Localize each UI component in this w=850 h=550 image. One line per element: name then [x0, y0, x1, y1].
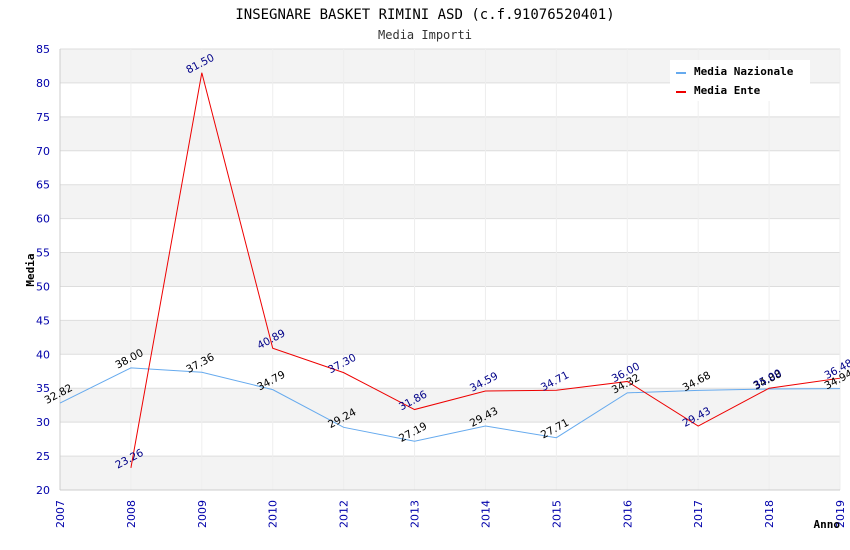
- x-tick-label: 2012: [338, 500, 351, 528]
- grid-band: [60, 252, 840, 287]
- x-tick-label: 2009: [196, 500, 209, 528]
- series-lines: [59, 72, 841, 468]
- x-tick-label: 2013: [409, 500, 422, 528]
- x-tick-label: 2016: [621, 500, 634, 528]
- y-tick-label: 80: [36, 77, 50, 90]
- legend-box: [670, 60, 810, 101]
- grid-band: [60, 456, 840, 490]
- x-tick-label: 2019: [834, 500, 847, 528]
- y-tick-label: 75: [36, 111, 50, 124]
- x-tick-label: 2010: [267, 500, 280, 528]
- grid-bands: [60, 49, 840, 490]
- y-tick-label: 70: [36, 145, 50, 158]
- x-tick-label: 2007: [54, 500, 67, 528]
- x-axis-label: Anno: [814, 518, 841, 531]
- x-tick-label: 2008: [125, 500, 138, 528]
- y-axis-ticks: 20 25 30 35 40 45 50 55 60 65 70 75 80 85: [36, 43, 50, 497]
- series-line: [59, 367, 841, 442]
- chart-subtitle: Media Importi: [378, 28, 472, 42]
- y-tick-label: 55: [36, 247, 50, 260]
- grid-band: [60, 184, 840, 219]
- y-tick-label: 60: [36, 213, 50, 226]
- series-line: [130, 72, 841, 468]
- y-tick-label: 45: [36, 314, 50, 327]
- grid-lines: [59, 48, 841, 491]
- legend: Media Nazionale Media Ente: [670, 60, 810, 101]
- y-tick-label: 40: [36, 348, 50, 361]
- legend-label-nazionale: Media Nazionale: [694, 65, 794, 78]
- y-axis-label: Media: [24, 253, 37, 286]
- x-axis-ticks: 2007 2008 2009 2010 2012 2013 2014 2015 2016 2017…: [54, 500, 847, 528]
- x-tick-label: 2014: [479, 500, 492, 528]
- y-tick-label: 85: [36, 43, 50, 56]
- grid-band: [60, 320, 840, 355]
- x-tick-label: 2018: [763, 500, 776, 528]
- x-tick-label: 2015: [550, 500, 563, 528]
- x-tick-label: 2017: [692, 500, 705, 528]
- grid-band: [60, 116, 840, 151]
- grid-band: [60, 388, 840, 423]
- chart-title: INSEGNARE BASKET RIMINI ASD (c.f.9107652…: [235, 7, 614, 23]
- y-tick-label: 30: [36, 416, 50, 429]
- y-tick-label: 50: [36, 280, 50, 293]
- y-tick-label: 20: [36, 484, 50, 497]
- y-tick-label: 25: [36, 450, 50, 463]
- legend-label-ente: Media Ente: [694, 84, 761, 97]
- y-tick-label: 35: [36, 382, 50, 395]
- y-tick-label: 65: [36, 179, 50, 192]
